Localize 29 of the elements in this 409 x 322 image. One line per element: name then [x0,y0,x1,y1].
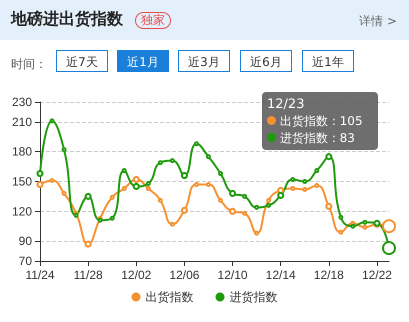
x-tick-label: 12/02 [121,268,152,282]
y-tick-label: 70 [18,254,32,268]
annotation: 出货指数 : 105 [279,113,364,130]
text: 详情 > [359,13,397,30]
x-tick-label: 11/28 [74,268,104,282]
x-tick-label: 12/18 [314,268,344,282]
x-tick-label: 11/24 [25,268,55,282]
x-tick-label: 12/22 [362,268,392,282]
text: 近1年 [302,50,354,72]
x-tick-label: 12/06 [169,268,200,282]
annotation: 12/23 [267,96,306,113]
text: 时间： [11,56,47,73]
text: 近1月 [117,50,169,72]
x-tick-label: 12/14 [266,268,296,282]
y-tick-label: 120 [12,204,32,218]
text: 近6月 [240,50,292,72]
y-tick-label: 90 [18,234,32,248]
legend-label: 出货指数 [146,290,194,304]
x-tick-label: 12/10 [218,268,248,282]
y-tick-label: 230 [12,95,32,109]
legend-label: 进货指数 [230,290,278,304]
annotation: 进货指数 : 83 [279,130,356,147]
chart-title: 地磅进出货指数 [11,9,123,30]
text: 独家 [135,12,171,29]
text: 近7天 [56,50,108,72]
y-tick-label: 210 [12,114,32,129]
text: 近3月 [178,50,230,72]
y-tick-label: 150 [12,174,32,188]
y-tick-label: 180 [12,144,32,159]
